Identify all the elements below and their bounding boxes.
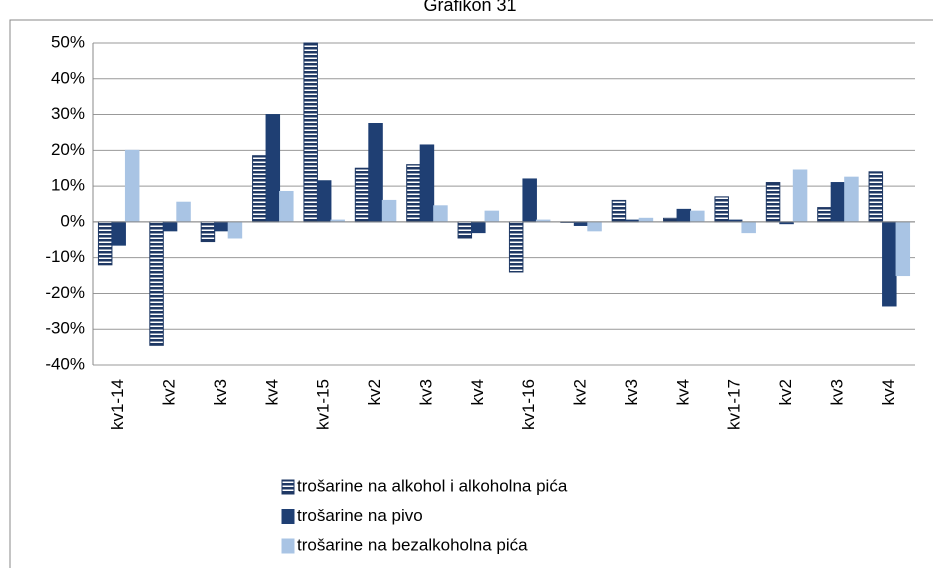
bar (381, 199, 397, 223)
y-tick-label: 50% (51, 32, 85, 51)
bar (573, 221, 589, 226)
x-tick-label: kv3 (622, 379, 641, 405)
bar (663, 217, 678, 223)
bar (227, 221, 243, 239)
bar (200, 221, 216, 243)
x-tick-label: kv4 (468, 379, 487, 405)
bar (149, 221, 164, 346)
x-tick-label: kv3 (416, 379, 435, 405)
legend-label: trošarine na alkohol i alkoholna pića (297, 476, 568, 495)
bar (214, 221, 229, 232)
bar (484, 210, 500, 223)
bar (868, 171, 884, 223)
bar (316, 180, 332, 223)
x-tick-label: kv3 (211, 379, 230, 405)
bar (895, 221, 911, 277)
bar (124, 149, 140, 223)
bar (714, 196, 729, 223)
bar (252, 155, 267, 223)
bar (844, 176, 859, 223)
bar (765, 182, 781, 223)
x-tick-label: kv1-14 (108, 379, 127, 430)
y-tick-label: 40% (51, 68, 85, 87)
x-tick-label: kv2 (571, 379, 590, 405)
bar (97, 221, 113, 266)
bar (162, 221, 178, 232)
bar (690, 210, 705, 223)
bar (433, 205, 448, 223)
legend-swatch (281, 538, 295, 554)
y-tick-label: 30% (51, 104, 85, 123)
bar (882, 221, 897, 307)
x-tick-label: kv1-16 (519, 379, 538, 430)
y-tick-label: 0% (60, 211, 85, 230)
bar (368, 123, 383, 223)
bar (406, 164, 421, 223)
y-tick-label: -40% (45, 354, 85, 373)
bar (471, 221, 486, 234)
legend-label: trošarine na bezalkoholna pića (297, 535, 528, 554)
bar (522, 178, 537, 223)
y-tick-label: 10% (51, 176, 85, 195)
bar (611, 199, 627, 223)
x-tick-label: kv1-15 (314, 379, 333, 430)
chart-frame (9, 19, 933, 568)
x-tick-label: kv1-17 (725, 379, 744, 430)
x-tick-label: kv4 (673, 379, 692, 405)
bar (508, 221, 524, 273)
bar (457, 221, 473, 239)
bar (111, 221, 126, 246)
bar (176, 201, 191, 223)
bar (638, 217, 654, 223)
x-tick-label: kv2 (365, 379, 384, 405)
bar (676, 208, 692, 223)
x-tick-label: kv2 (776, 379, 795, 405)
bar (817, 207, 832, 223)
legend-swatch (281, 509, 295, 524)
bar (419, 144, 435, 223)
x-tick-label: kv4 (879, 379, 898, 405)
bar (741, 221, 756, 234)
x-tick-label: kv3 (827, 379, 846, 405)
y-tick-label: -20% (45, 283, 85, 302)
legend-swatch (281, 479, 295, 495)
bar (354, 167, 370, 223)
bar (792, 169, 808, 223)
bar (830, 182, 846, 223)
y-tick-label: 20% (51, 140, 85, 159)
bar (279, 190, 294, 223)
y-tick-label: -10% (45, 247, 85, 266)
chart-title: Grafikon 31 (423, 0, 516, 15)
x-tick-label: kv2 (160, 379, 179, 405)
bar (265, 114, 281, 223)
y-tick-label: -30% (45, 319, 85, 338)
bar (303, 42, 318, 223)
bar (587, 221, 602, 232)
legend-label: trošarine na pivo (297, 506, 423, 525)
x-tick-label: kv4 (262, 379, 281, 405)
